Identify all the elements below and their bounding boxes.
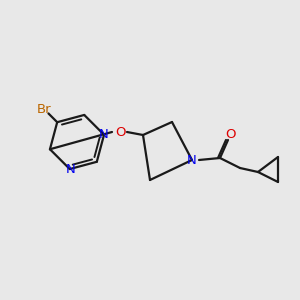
Text: N: N xyxy=(187,154,197,166)
Text: N: N xyxy=(99,128,109,141)
Text: O: O xyxy=(225,128,235,142)
Text: O: O xyxy=(115,125,125,139)
Text: N: N xyxy=(66,163,76,176)
Text: Br: Br xyxy=(37,103,52,116)
